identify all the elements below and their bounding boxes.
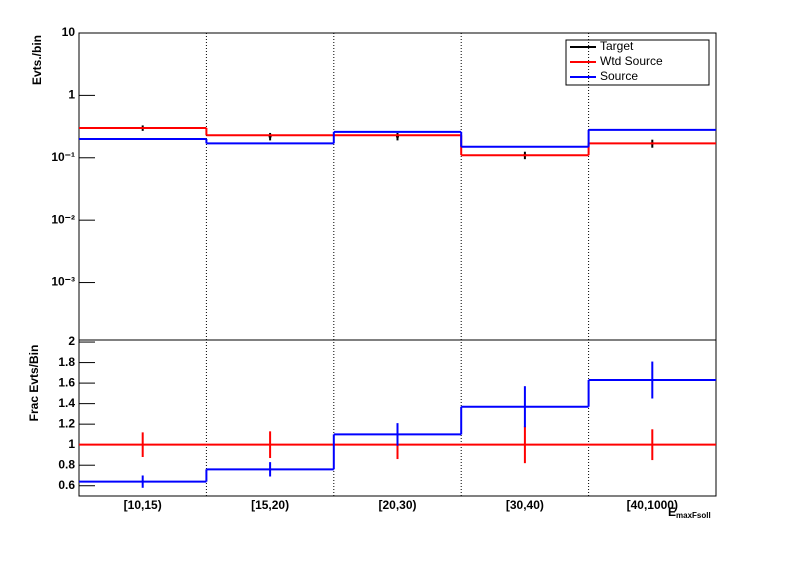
y-axis-title: Evts./bin — [30, 35, 44, 85]
y-tick-label: 10 — [62, 25, 76, 39]
x-axis-title-main: E — [668, 505, 676, 519]
legend-label: Target — [600, 39, 634, 53]
x-tick-label: [40,1000) — [627, 498, 678, 512]
legend-label: Wtd Source — [600, 54, 663, 68]
y-tick-label: 10⁻¹ — [51, 150, 75, 164]
y-tick-label: 2 — [68, 334, 75, 348]
y-tick-label: 0.8 — [58, 457, 75, 471]
bottom-frame — [78, 339, 717, 497]
y-tick-label: 1 — [68, 88, 75, 102]
y-tick-label: 1.4 — [58, 396, 75, 410]
y-tick-label: 0.6 — [58, 478, 75, 492]
y-tick-label: 1.6 — [58, 375, 75, 389]
y-tick-label: 10⁻³ — [51, 275, 75, 289]
legend-label: Source — [600, 69, 638, 83]
x-tick-label: [15,20) — [251, 498, 289, 512]
y-axis-title: Frac Evts/Bin — [27, 345, 41, 422]
y-tick-label: 1.2 — [58, 416, 75, 430]
x-tick-label: [10,15) — [124, 498, 162, 512]
y-tick-label: 1 — [68, 437, 75, 451]
x-tick-label: [20,30) — [378, 498, 416, 512]
y-tick-label: 10⁻² — [51, 212, 75, 226]
y-tick-label: 1.8 — [58, 355, 75, 369]
x-axis-title-sub: maxFsoll — [676, 511, 711, 520]
x-tick-label: [30,40) — [506, 498, 544, 512]
x-axis-title: EmaxFsoll — [668, 505, 711, 520]
